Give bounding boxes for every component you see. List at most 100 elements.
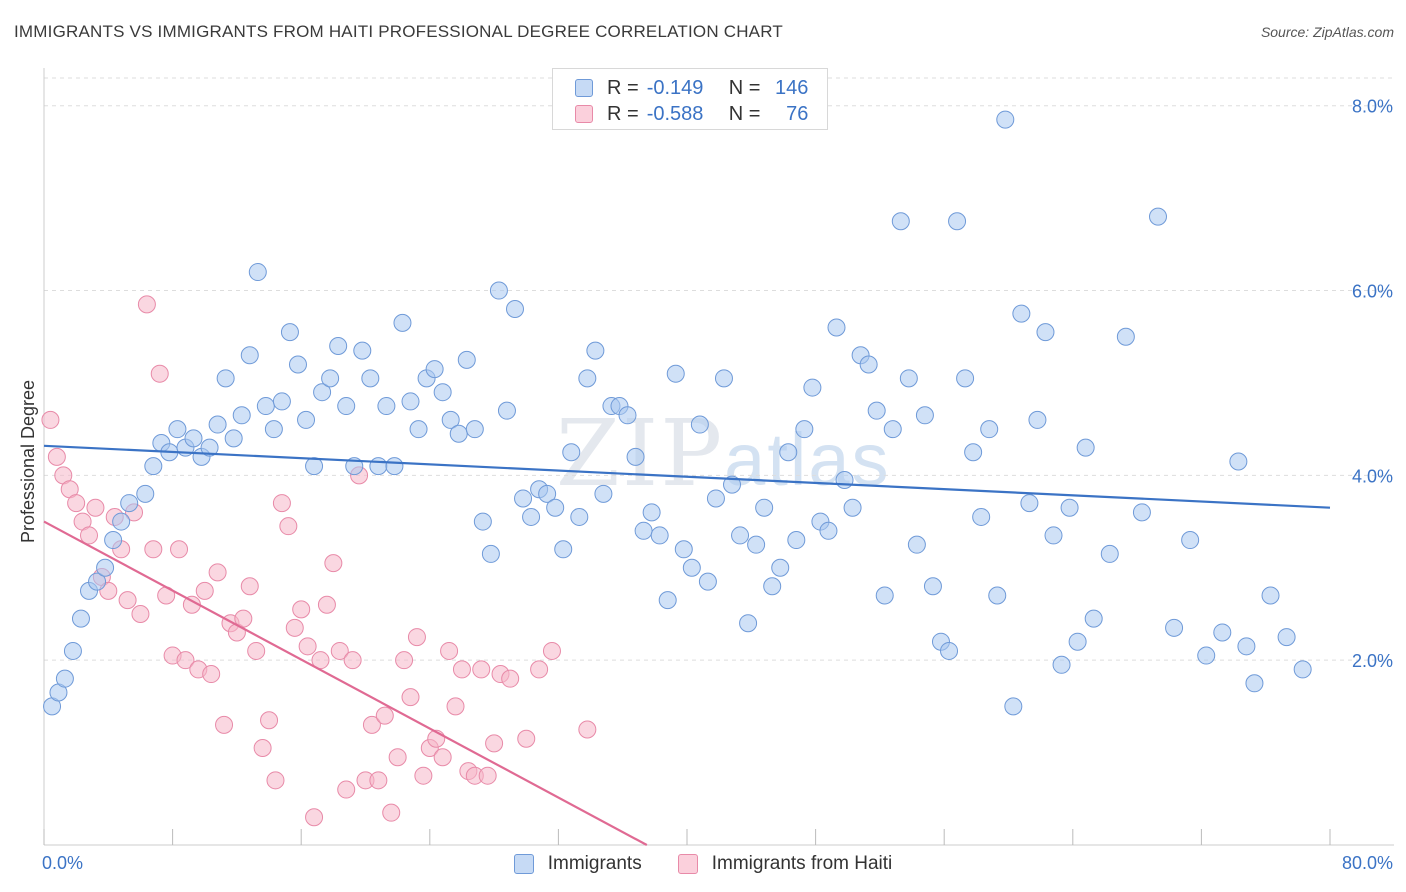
data-point-immigrants bbox=[208, 415, 227, 434]
data-point-immigrants bbox=[923, 577, 942, 596]
data-point-immigrants bbox=[329, 336, 348, 355]
data-point-immigrants bbox=[1004, 697, 1023, 716]
data-point-immigrants bbox=[634, 521, 653, 540]
legend-r-value: -0.149 bbox=[646, 76, 704, 99]
data-point-immigrants bbox=[369, 457, 388, 476]
data-point-haiti bbox=[253, 738, 272, 757]
data-point-immigrants bbox=[1044, 526, 1063, 545]
data-point-immigrants bbox=[907, 535, 926, 554]
data-point-immigrants bbox=[232, 406, 251, 425]
data-point-immigrants bbox=[626, 447, 645, 466]
data-point-immigrants bbox=[1132, 503, 1151, 522]
data-point-immigrants bbox=[200, 438, 219, 457]
data-point-immigrants bbox=[827, 318, 846, 337]
data-point-haiti bbox=[382, 803, 401, 822]
data-point-haiti bbox=[542, 641, 561, 660]
data-point-immigrants bbox=[1036, 323, 1055, 342]
data-point-haiti bbox=[472, 660, 491, 679]
legend-swatch-immigrants bbox=[575, 79, 593, 97]
data-point-immigrants bbox=[843, 498, 862, 517]
stats-legend: R = -0.149 N = 146 R = -0.588 N = 76 bbox=[552, 68, 828, 130]
data-point-haiti bbox=[433, 748, 452, 767]
data-point-immigrants bbox=[377, 397, 396, 416]
data-point-immigrants bbox=[505, 300, 524, 319]
data-point-immigrants bbox=[698, 572, 717, 591]
y-axis-label: Professional Degree bbox=[18, 380, 38, 543]
data-point-immigrants bbox=[554, 540, 573, 559]
data-point-immigrants bbox=[779, 443, 798, 462]
data-point-immigrants bbox=[1116, 327, 1135, 346]
data-point-haiti bbox=[452, 660, 471, 679]
data-point-immigrants bbox=[497, 401, 516, 420]
data-point-immigrants bbox=[71, 609, 90, 628]
data-point-haiti bbox=[266, 771, 285, 790]
data-point-haiti bbox=[41, 410, 60, 429]
data-point-haiti bbox=[272, 494, 291, 513]
data-point-immigrants bbox=[803, 378, 822, 397]
data-point-haiti bbox=[446, 697, 465, 716]
data-point-immigrants bbox=[835, 470, 854, 489]
legend-swatch-haiti bbox=[677, 854, 698, 874]
data-point-immigrants bbox=[964, 443, 983, 462]
series-legend: Immigrants Immigrants from Haiti bbox=[0, 850, 1406, 878]
data-point-immigrants bbox=[136, 484, 155, 503]
data-point-immigrants bbox=[674, 540, 693, 559]
data-point-immigrants bbox=[972, 507, 991, 526]
data-point-haiti bbox=[208, 563, 227, 582]
data-point-immigrants bbox=[441, 410, 460, 429]
data-point-immigrants bbox=[538, 484, 557, 503]
data-point-immigrants bbox=[747, 535, 766, 554]
legend-item-immigrants[interactable]: Immigrants bbox=[513, 853, 642, 875]
legend-r-value: -0.588 bbox=[646, 102, 704, 125]
data-point-immigrants bbox=[795, 420, 814, 439]
data-point-immigrants bbox=[1237, 637, 1256, 656]
data-point-immigrants bbox=[763, 577, 782, 596]
data-point-immigrants bbox=[690, 415, 709, 434]
data-point-haiti bbox=[375, 706, 394, 725]
data-point-haiti bbox=[578, 720, 597, 739]
data-point-immigrants bbox=[288, 355, 307, 374]
data-point-haiti bbox=[86, 498, 105, 517]
data-point-immigrants bbox=[168, 420, 187, 439]
data-point-immigrants bbox=[899, 369, 918, 388]
legend-row-immigrants: R = -0.149 N = 146 bbox=[575, 77, 808, 99]
data-point-haiti bbox=[137, 295, 156, 314]
x-tick-label: 0.0% bbox=[42, 853, 83, 873]
data-point-haiti bbox=[330, 641, 349, 660]
data-point-immigrants bbox=[819, 521, 838, 540]
data-point-immigrants bbox=[1020, 494, 1039, 513]
data-point-immigrants bbox=[1261, 586, 1280, 605]
y-tick-label: 8.0% bbox=[1352, 97, 1393, 117]
legend-item-haiti[interactable]: Immigrants from Haiti bbox=[677, 853, 892, 875]
data-point-immigrants bbox=[313, 383, 332, 402]
data-point-immigrants bbox=[280, 323, 299, 342]
data-point-immigrants bbox=[1084, 609, 1103, 628]
data-point-immigrants bbox=[465, 420, 484, 439]
legend-n-label: N = bbox=[728, 76, 761, 99]
data-point-immigrants bbox=[112, 512, 131, 531]
data-point-immigrants bbox=[1060, 498, 1079, 517]
data-point-immigrants bbox=[956, 369, 975, 388]
data-point-immigrants bbox=[1245, 674, 1264, 693]
data-point-haiti bbox=[131, 604, 150, 623]
legend-n-value: 76 bbox=[786, 102, 809, 125]
data-point-immigrants bbox=[988, 586, 1007, 605]
data-point-haiti bbox=[285, 618, 304, 637]
data-point-immigrants bbox=[1229, 452, 1248, 471]
data-point-immigrants bbox=[546, 498, 565, 517]
legend-label-immigrants: Immigrants bbox=[547, 853, 642, 874]
data-point-haiti bbox=[298, 637, 317, 656]
legend-row-haiti: R = -0.588 N = 76 bbox=[575, 103, 808, 125]
data-point-haiti bbox=[362, 715, 381, 734]
data-point-haiti bbox=[317, 595, 336, 614]
data-point-immigrants bbox=[915, 406, 934, 425]
data-point-immigrants bbox=[739, 614, 758, 633]
data-point-haiti bbox=[485, 734, 504, 753]
data-point-haiti bbox=[118, 591, 137, 610]
data-point-immigrants bbox=[723, 475, 742, 494]
data-point-immigrants bbox=[867, 401, 886, 420]
data-point-immigrants bbox=[272, 392, 291, 411]
data-point-haiti bbox=[401, 688, 420, 707]
trend-line-immigrants bbox=[43, 444, 1331, 509]
